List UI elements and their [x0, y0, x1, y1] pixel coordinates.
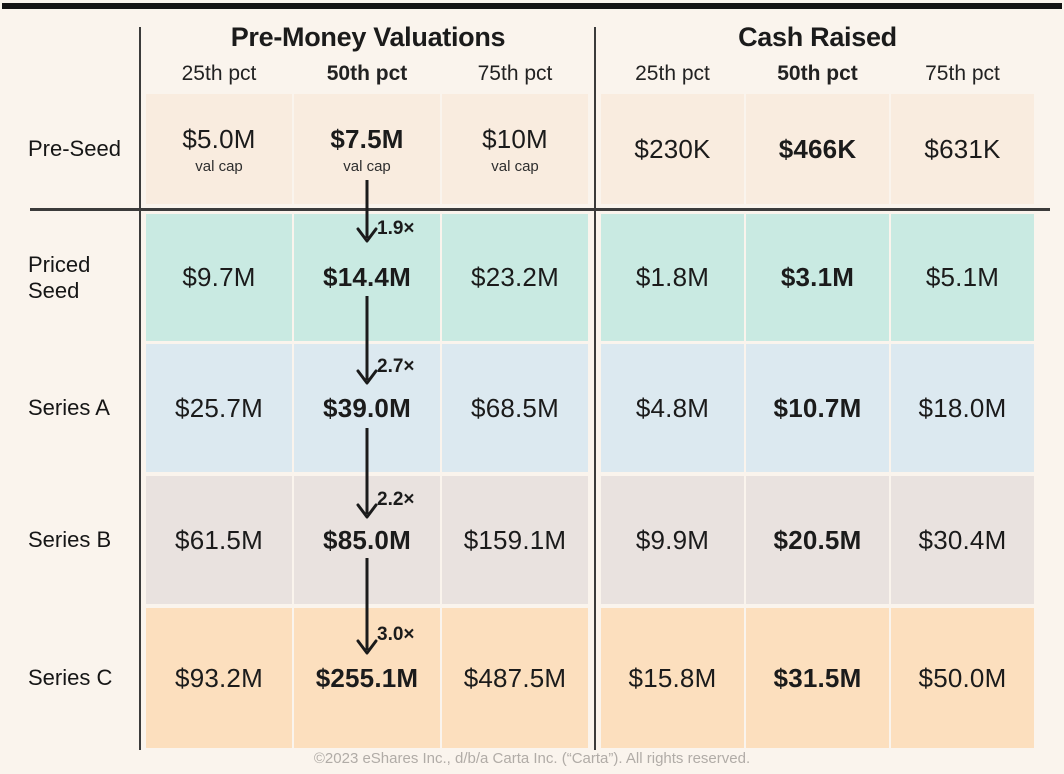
table-cell: $14.4M [294, 214, 440, 341]
cell-value: $255.1M [315, 662, 419, 693]
table-cell: $93.2M [146, 608, 292, 748]
cell-value: $30.4M [918, 524, 1007, 555]
table-cell: $5.1M [891, 214, 1034, 341]
cell-value: $23.2M [471, 262, 559, 292]
table-cell: $487.5M [442, 608, 588, 748]
table-cell: $68.5M [442, 344, 588, 472]
row-label: Priced Seed [28, 252, 91, 303]
cell-value: $5.1M [925, 262, 1000, 292]
table-cell: $631K [891, 94, 1034, 204]
cell-value: $487.5M [463, 662, 567, 693]
cell-value: $10M [482, 123, 548, 154]
cell-value: $85.0M [323, 524, 411, 555]
col-header-cash-75th: 75th pct [925, 62, 1000, 85]
table-cell: $30.4M [891, 476, 1034, 604]
table-cell: $7.5M val cap [294, 94, 440, 204]
cell-value: $14.4M [323, 262, 411, 292]
cell-value: $4.8M [635, 392, 710, 423]
cell-value: $159.1M [463, 524, 567, 555]
row-label: Pre-Seed [28, 136, 121, 162]
row-series-b: Series B $61.5M $85.0M $159.1M $9.9M $20… [0, 476, 1064, 604]
cell-value: $15.8M [628, 662, 717, 693]
cell-value: $466K [778, 133, 857, 164]
cell-value: $20.5M [773, 524, 862, 555]
table-cell: $20.5M [746, 476, 889, 604]
cell-value: $9.7M [182, 262, 256, 292]
table-cell: $15.8M [601, 608, 744, 748]
cell-value: $50.0M [918, 662, 1007, 693]
table-cell: $31.5M [746, 608, 889, 748]
row-series-a: Series A $25.7M $39.0M $68.5M $4.8M $10.… [0, 344, 1064, 472]
row-pre-seed: Pre-Seed $5.0M val cap $7.5M val cap $10… [0, 94, 1064, 204]
table-cell: $255.1M [294, 608, 440, 748]
val-cap-note: val cap [491, 157, 539, 175]
col-header-premoney-50th: 50th pct [326, 62, 408, 85]
table-cell: $25.7M [146, 344, 292, 472]
group-title-cash-raised: Cash Raised [738, 22, 897, 52]
val-cap-note: val cap [195, 157, 243, 175]
cell-value: $93.2M [175, 662, 263, 693]
val-cap-note: val cap [343, 157, 391, 175]
cell-value: $1.8M [635, 262, 710, 292]
cell-value: $39.0M [323, 392, 411, 423]
cell-value: $9.9M [635, 524, 710, 555]
table-cell: $1.8M [601, 214, 744, 341]
cell-value: $10.7M [773, 392, 862, 423]
table-cell: $18.0M [891, 344, 1034, 472]
table-cell: $3.1M [746, 214, 889, 341]
table-cell: $5.0M val cap [146, 94, 292, 204]
table-cell: $10M val cap [442, 94, 588, 204]
col-header-cash-25th: 25th pct [635, 62, 710, 85]
cell-value: $68.5M [471, 392, 559, 423]
table-cell: $9.9M [601, 476, 744, 604]
table-cell: $10.7M [746, 344, 889, 472]
cell-value: $25.7M [175, 392, 263, 423]
col-header-premoney-25th: 25th pct [181, 62, 257, 85]
cell-value: $18.0M [918, 392, 1007, 423]
table-cell: $466K [746, 94, 889, 204]
pre-seed-divider-line [30, 208, 1050, 211]
table-cell: $23.2M [442, 214, 588, 341]
group-title-pre-money: Pre-Money Valuations [230, 22, 506, 52]
table-cell: $50.0M [891, 608, 1034, 748]
row-label: Series A [28, 395, 110, 421]
col-header-cash-50th: 50th pct [777, 62, 858, 85]
table-cell: $39.0M [294, 344, 440, 472]
top-border-bar [2, 3, 1062, 9]
copyright-footer: ©2023 eShares Inc., d/b/a Carta Inc. (“C… [313, 750, 751, 767]
table-cell: $9.7M [146, 214, 292, 341]
cell-value: $3.1M [780, 262, 855, 292]
table-cell: $230K [601, 94, 744, 204]
row-series-c: Series C $93.2M $255.1M $487.5M $15.8M $… [0, 608, 1064, 748]
row-priced-seed: Priced Seed $9.7M $14.4M $23.2M $1.8M $3… [0, 214, 1064, 341]
cell-value: $230K [634, 133, 711, 164]
table-cell: $61.5M [146, 476, 292, 604]
cell-value: $61.5M [175, 524, 263, 555]
cell-value: $5.0M [182, 123, 256, 154]
col-header-premoney-75th: 75th pct [477, 62, 553, 85]
table-cell: $85.0M [294, 476, 440, 604]
row-label: Series C [28, 665, 113, 691]
row-label: Series B [28, 527, 112, 553]
table-cell: $159.1M [442, 476, 588, 604]
cell-value: $31.5M [773, 662, 862, 693]
cell-value: $631K [924, 133, 1001, 164]
cell-value: $7.5M [330, 123, 404, 154]
table-cell: $4.8M [601, 344, 744, 472]
label-column-divider [139, 27, 141, 750]
group-divider [594, 27, 596, 750]
